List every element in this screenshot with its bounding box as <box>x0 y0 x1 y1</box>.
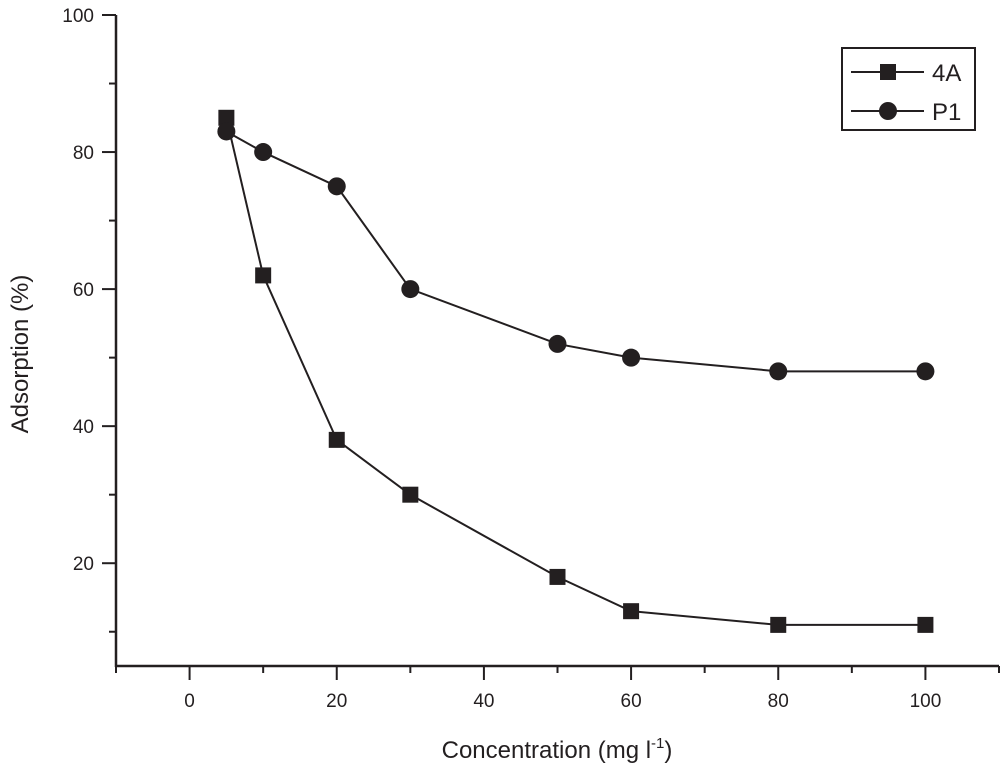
data-point-4A <box>770 616 787 633</box>
series-P1 <box>217 122 935 381</box>
data-point-4A <box>328 431 345 448</box>
legend-box <box>841 47 976 131</box>
legend-label-4A: 4A <box>932 60 961 87</box>
data-point-4A <box>549 568 566 585</box>
legend-marker-4A <box>880 64 896 80</box>
series-line-P1 <box>225 130 926 373</box>
y-tick-label: 80 <box>73 143 94 164</box>
y-tick-label: 100 <box>62 6 94 27</box>
data-point-4A <box>255 267 272 284</box>
data-point-4A <box>402 486 419 503</box>
y-tick-label: 60 <box>73 280 94 301</box>
series-layer <box>217 109 935 633</box>
data-point-P1 <box>327 177 346 196</box>
data-point-P1 <box>548 334 567 353</box>
data-point-P1 <box>769 362 788 381</box>
data-point-P1 <box>254 143 273 162</box>
legend-label-P1: P1 <box>932 99 961 126</box>
data-point-4A <box>218 109 235 126</box>
y-axis-title: Adsorption (%) <box>7 275 34 434</box>
axes: 0 20 40 60 80 100 20 40 60 80 100 <box>62 6 1000 712</box>
series-line-4A <box>225 117 926 626</box>
x-axis-title-main: Concentration (mg l <box>442 737 651 764</box>
data-point-P1 <box>622 348 641 367</box>
x-tick-label: 80 <box>768 691 789 712</box>
y-tick-label: 40 <box>73 417 94 438</box>
data-point-P1 <box>916 362 935 381</box>
legend-marker-P1 <box>879 102 897 120</box>
x-tick-label: 40 <box>473 691 494 712</box>
series-4A <box>218 109 934 633</box>
x-tick-label: 100 <box>910 691 942 712</box>
data-point-4A <box>623 603 640 620</box>
x-tick-label: 20 <box>326 691 347 712</box>
x-tick-label: 0 <box>184 691 195 712</box>
y-tick-label: 20 <box>73 554 94 575</box>
x-tick-label: 60 <box>621 691 642 712</box>
data-point-P1 <box>217 122 236 141</box>
data-point-P1 <box>401 280 420 299</box>
legend: 4A P1 <box>841 47 976 131</box>
x-axis-title-suffix: ) <box>664 737 672 764</box>
x-axis-title: Concentration (mg l-1) <box>442 735 673 764</box>
data-point-4A <box>917 616 934 633</box>
x-axis-title-superscript: -1 <box>651 735 664 752</box>
